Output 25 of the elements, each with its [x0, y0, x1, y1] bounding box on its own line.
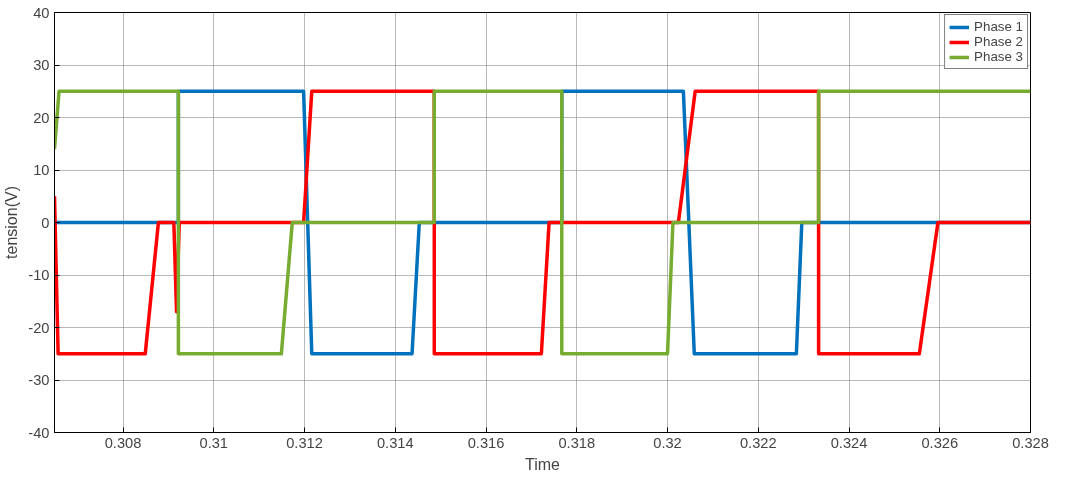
x-tick-label: 0.314	[376, 434, 414, 451]
x-tick-label: 0.318	[558, 434, 596, 451]
x-tick-label: 0.32	[653, 434, 682, 451]
y-axis-title: tension(V)	[3, 186, 21, 259]
x-axis-title: Time	[525, 455, 561, 473]
legend-label: Phase 2	[974, 34, 1023, 49]
x-tick-label: 0.326	[921, 434, 959, 451]
legend-label: Phase 1	[974, 19, 1023, 34]
y-tick-label: -40	[28, 424, 50, 441]
x-tick-label: 0.316	[467, 434, 505, 451]
y-tick-label: 40	[33, 4, 50, 21]
y-tick-label: 20	[33, 109, 50, 126]
x-tick-label: 0.322	[739, 434, 777, 451]
y-tick-label: -20	[28, 319, 50, 336]
x-tick-label: 0.328	[1012, 434, 1049, 451]
x-tick-label: 0.308	[104, 434, 142, 451]
x-tick-label: 0.312	[286, 434, 323, 451]
y-tick-label: 0	[41, 214, 50, 231]
x-tick-label: 0.324	[830, 434, 868, 451]
y-tick-label: -30	[28, 372, 50, 388]
legend-label: Phase 3	[974, 49, 1023, 64]
y-tick-label: 30	[33, 57, 50, 73]
y-tick-label: 10	[33, 162, 50, 178]
y-tick-label: -10	[28, 267, 50, 283]
x-tick-label: 0.31	[199, 434, 229, 451]
